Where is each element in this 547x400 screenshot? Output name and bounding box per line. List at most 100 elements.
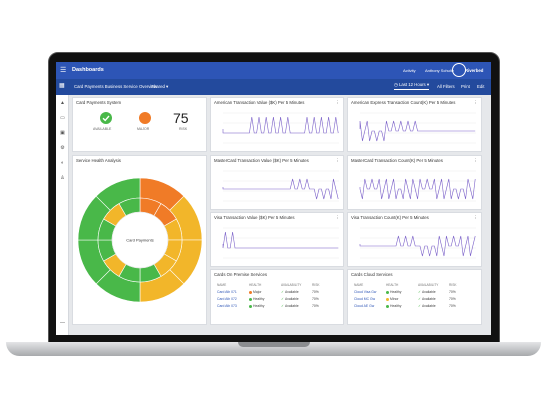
series-line — [359, 178, 476, 200]
sparkline-chart — [359, 112, 476, 144]
health-panel: Service Health Analysis Card Payments — [72, 155, 207, 325]
check-icon: ✓ — [281, 290, 284, 294]
panel-menu-icon[interactable]: ⋮ — [473, 215, 479, 220]
health-cell: Healthy — [253, 297, 265, 301]
series-line — [222, 116, 339, 134]
availability-cell: Available — [285, 290, 299, 294]
system-title: Card Payments System — [76, 100, 122, 105]
chart-title: Visa Transaction Count(K) Per 5 Minutes — [351, 215, 429, 220]
risk-value: 75 — [173, 110, 189, 126]
dashboards-grid-icon[interactable]: ▦ — [59, 83, 65, 89]
service-name-link[interactable]: Card Ath 073 — [217, 304, 237, 308]
gear-icon[interactable]: ⚙ — [60, 145, 65, 151]
status-major: MAJOR — [137, 127, 150, 131]
users-icon[interactable]: ♙ — [60, 175, 65, 181]
service-name-link[interactable]: Card Ath 071 — [217, 290, 237, 294]
user-menu[interactable]: Anthony Schultz — [425, 68, 454, 73]
breadcrumb: Card Payments Business Service Overview — [74, 84, 157, 89]
available-check-icon — [100, 112, 112, 124]
check-icon: ✓ — [281, 297, 284, 301]
all-filters-button[interactable]: All Filters — [437, 84, 455, 89]
column-header[interactable]: HEALTH — [249, 283, 262, 287]
monitor-icon[interactable]: ▭ — [60, 115, 65, 121]
chart-panel: American Express Transaction Count(K) Pe… — [347, 97, 482, 152]
availability-cell: Available — [422, 304, 436, 308]
system-panel: Card Payments System AVAILABLE MAJOR 75 … — [72, 97, 207, 152]
speaker-icon[interactable]: ◐ — [60, 160, 65, 166]
chart-panel: MasterCard Transaction Count(K) Per 5 Mi… — [347, 155, 482, 210]
risk-cell: 70% — [312, 297, 319, 301]
time-range-label: Last 12 Hours — [398, 82, 426, 87]
cloud-panel: Cards Cloud Services NAME HEALTH AVAILABIL… — [347, 269, 482, 325]
panel-menu-icon[interactable]: ⋮ — [335, 100, 341, 105]
series-line — [222, 178, 339, 200]
check-icon: ✓ — [418, 304, 421, 308]
sidebar: ▲ ▭ ▣ ⚙ ◐ ♙ — — [56, 95, 69, 335]
alert-icon[interactable]: ▲ — [60, 100, 65, 106]
health-status-icon — [386, 305, 389, 308]
risk-cell: 70% — [312, 304, 319, 308]
onprem-title: Cards On Premise Services — [214, 272, 268, 277]
risk-cell: 70% — [312, 290, 319, 294]
column-header[interactable]: HEALTH — [386, 283, 399, 287]
panel-menu-icon[interactable]: ⋮ — [473, 100, 479, 105]
panel-menu-icon[interactable]: ⋮ — [473, 158, 479, 163]
sunburst-chart: Card Payments — [77, 177, 203, 303]
sunburst-center-label: Card Payments — [126, 238, 154, 243]
availability-cell: Available — [422, 290, 436, 294]
status-available: AVAILABLE — [93, 127, 112, 131]
sparkline-chart — [359, 227, 476, 259]
edit-button[interactable]: Edit — [477, 84, 485, 89]
app-title: Dashboards — [72, 67, 104, 73]
service-name-link[interactable]: Card Ath 072 — [217, 297, 237, 301]
availability-cell: Available — [422, 297, 436, 301]
health-status-icon — [386, 298, 389, 301]
column-header[interactable]: RISK — [312, 283, 320, 287]
panel-menu-icon[interactable]: ⋮ — [335, 215, 341, 220]
top-bar: ☰ Dashboards Activity Anthony Schultz Ri… — [56, 62, 491, 79]
health-cell: Major — [253, 290, 262, 294]
print-button[interactable]: Print — [461, 84, 470, 89]
collapse-icon[interactable]: — — [60, 320, 65, 326]
shared-dropdown[interactable]: Shared ▾ — [151, 84, 169, 89]
cloud-title: Cards Cloud Services — [351, 272, 393, 277]
chart-panel: American Transaction Value ($K) Per 5 Mi… — [210, 97, 344, 152]
health-cell: Healthy — [390, 304, 402, 308]
health-status-icon — [386, 291, 389, 294]
service-name-link[interactable]: Cloud MC Gw — [354, 297, 376, 301]
availability-cell: Available — [285, 297, 299, 301]
sunburst-center[interactable] — [111, 211, 169, 269]
shared-label: Shared — [151, 84, 165, 89]
menu-icon[interactable]: ☰ — [60, 67, 67, 74]
onprem-panel: Cards On Premise Services NAME HEALTH AVAI… — [210, 269, 344, 325]
risk-label: RISK — [179, 127, 188, 131]
box-icon[interactable]: ▣ — [60, 130, 65, 136]
check-icon: ✓ — [418, 297, 421, 301]
column-header[interactable]: NAME — [217, 283, 227, 287]
sparkline-chart — [222, 170, 339, 202]
column-header[interactable]: NAME — [354, 283, 364, 287]
column-header[interactable]: AVAILABILITY — [281, 283, 302, 287]
chart-title: Visa Transaction Value ($K) Per 5 Minute… — [214, 215, 295, 220]
service-name-link[interactable]: Cloud Visa Gw — [354, 290, 377, 294]
service-name-link[interactable]: Cloud AE Gw — [354, 304, 375, 308]
risk-cell: 70% — [449, 290, 456, 294]
column-header[interactable]: RISK — [449, 283, 457, 287]
chart-title: American Express Transaction Count(K) Pe… — [351, 100, 456, 105]
laptop-notch — [238, 342, 310, 347]
health-title: Service Health Analysis — [76, 158, 121, 163]
activity-link[interactable]: Activity — [403, 68, 416, 73]
health-status-icon — [249, 298, 252, 301]
sparkline-chart — [222, 112, 339, 144]
chart-title: MasterCard Transaction Count(K) Per 5 Mi… — [351, 158, 443, 163]
time-range-select[interactable]: ◷ Last 12 Hours ▾ — [394, 82, 430, 90]
panel-menu-icon[interactable]: ⋮ — [335, 158, 341, 163]
column-header[interactable]: AVAILABILITY — [418, 283, 439, 287]
clock-icon: ◷ — [394, 82, 399, 87]
chart-panel: Visa Transaction Count(K) Per 5 Minutes ⋮ — [347, 212, 482, 267]
chart-title: American Transaction Value ($K) Per 5 Mi… — [214, 100, 305, 105]
series-line — [359, 120, 476, 142]
brand-name: Riverbed — [465, 68, 484, 73]
risk-cell: 70% — [449, 304, 456, 308]
health-cell: Healthy — [390, 290, 402, 294]
